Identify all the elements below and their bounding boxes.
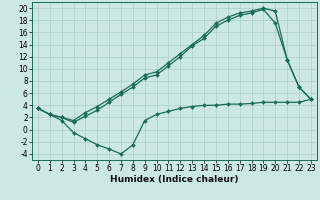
X-axis label: Humidex (Indice chaleur): Humidex (Indice chaleur) <box>110 175 239 184</box>
